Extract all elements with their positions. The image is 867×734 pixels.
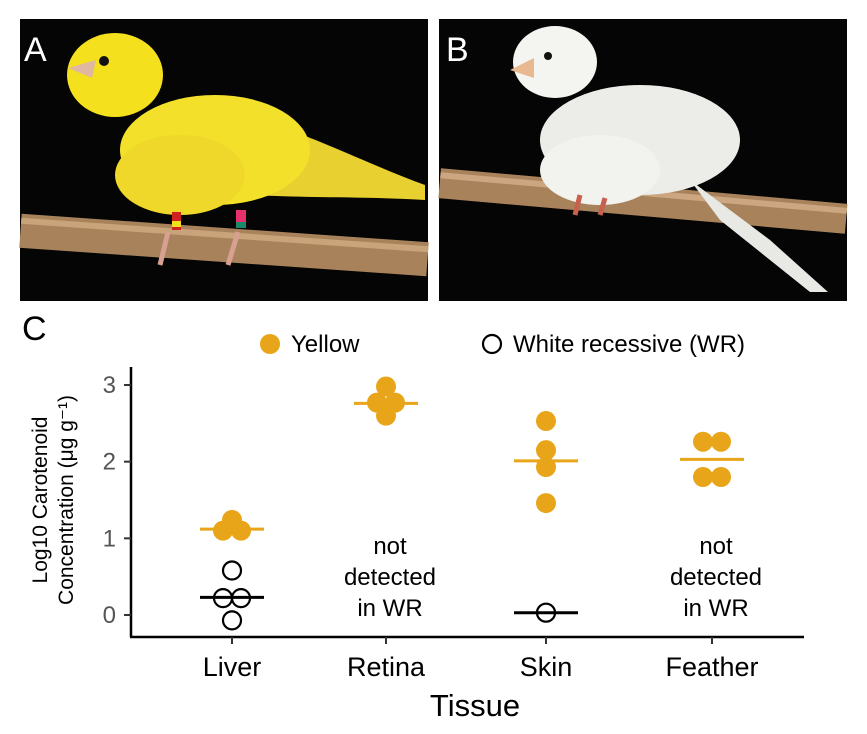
x-tick-label: Skin — [520, 652, 573, 682]
point-yellow-feather — [711, 467, 731, 487]
annotation-retina-line: detected — [344, 564, 436, 591]
annotation-retina-line: not — [373, 533, 407, 560]
point-yellow-skin — [536, 440, 556, 461]
y-axis-title-line1: Log10 Carotenoid — [29, 417, 52, 584]
panel-letter-a: A — [24, 31, 47, 69]
y-tick-label: 3 — [103, 372, 116, 399]
y-axis-title: Log10 Carotenoid Concentration (μg g⁻¹) — [29, 395, 78, 605]
annotation-retina-line: in WR — [357, 595, 422, 622]
legend-label-white-recessive: White recessive (WR) — [513, 331, 745, 358]
point-yellow-skin — [536, 457, 556, 478]
legend-marker-white-recessive — [481, 333, 503, 355]
point-yellow-feather — [693, 467, 713, 487]
point-yellow-liver — [213, 520, 233, 541]
point-yellow-skin — [536, 493, 556, 514]
legend-marker-yellow — [260, 334, 280, 354]
x-axis-title: Tissue — [430, 688, 520, 723]
legend-label-yellow: Yellow — [291, 331, 360, 358]
y-ticks: 0 1 2 3 — [103, 372, 131, 629]
annotation-feather-line: in WR — [683, 595, 748, 622]
x-ticks: Liver Retina Skin Feather — [203, 637, 759, 682]
y-axis-title-line2: Concentration (μg g⁻¹) — [55, 395, 78, 605]
photo-white-canary — [438, 19, 848, 301]
annotation-feather-line: detected — [670, 564, 762, 591]
point-wr-liver — [221, 560, 243, 581]
point-yellow-retina — [376, 405, 396, 426]
point-wr-liver — [230, 588, 252, 609]
point-yellow-retina — [376, 376, 396, 397]
x-tick-label: Liver — [203, 652, 262, 682]
point-wr-liver — [221, 610, 243, 631]
annotations: not detected in WR not detected in WR — [344, 533, 762, 622]
point-wr-skin — [535, 602, 557, 623]
point-yellow-feather — [711, 431, 731, 452]
annotation-feather-line: not — [699, 533, 733, 560]
y-tick-label: 0 — [103, 602, 116, 629]
photo-yellow-canary — [19, 19, 429, 301]
legend: Yellow White recessive (WR) — [260, 331, 745, 358]
data-points — [212, 376, 731, 631]
y-tick-label: 1 — [103, 525, 116, 552]
point-yellow-feather — [693, 431, 713, 452]
y-tick-label: 2 — [103, 449, 116, 476]
x-tick-label: Retina — [347, 652, 426, 682]
point-yellow-liver — [231, 520, 251, 541]
point-yellow-skin — [536, 411, 556, 432]
x-tick-label: Feather — [665, 652, 758, 682]
panel-letter-c: C — [22, 310, 47, 348]
mean-lines — [200, 401, 744, 615]
panel-letter-b: B — [446, 31, 469, 69]
